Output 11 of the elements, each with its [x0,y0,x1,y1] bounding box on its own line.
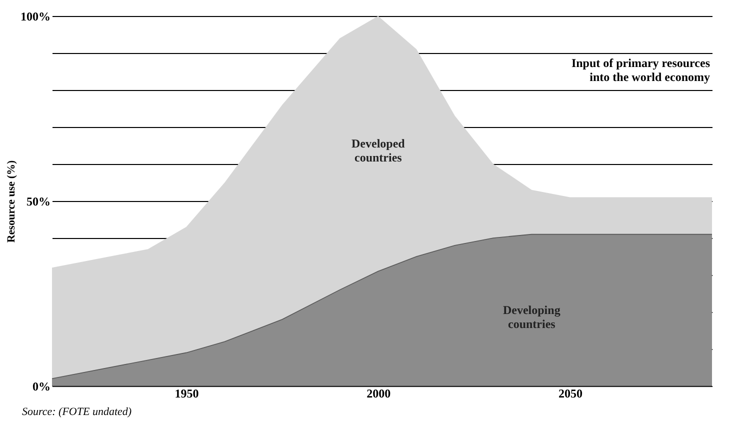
x-tick-label: 2050 [558,386,583,400]
x-tick-label: 1950 [174,386,199,400]
annotation: Input of primary resources into the world economy [571,56,710,84]
series-label: Developing countries [502,303,560,332]
series-label: Developed countries [352,136,406,165]
y-tick-label: 100% [20,10,50,24]
source-note: Source: (FOTE undated) [22,406,132,418]
y-tick-label: 0% [32,380,50,394]
y-axis-title: Resource use (%) [6,160,18,243]
x-tick-label: 2000 [366,386,391,400]
y-tick-label: 50% [26,194,50,208]
